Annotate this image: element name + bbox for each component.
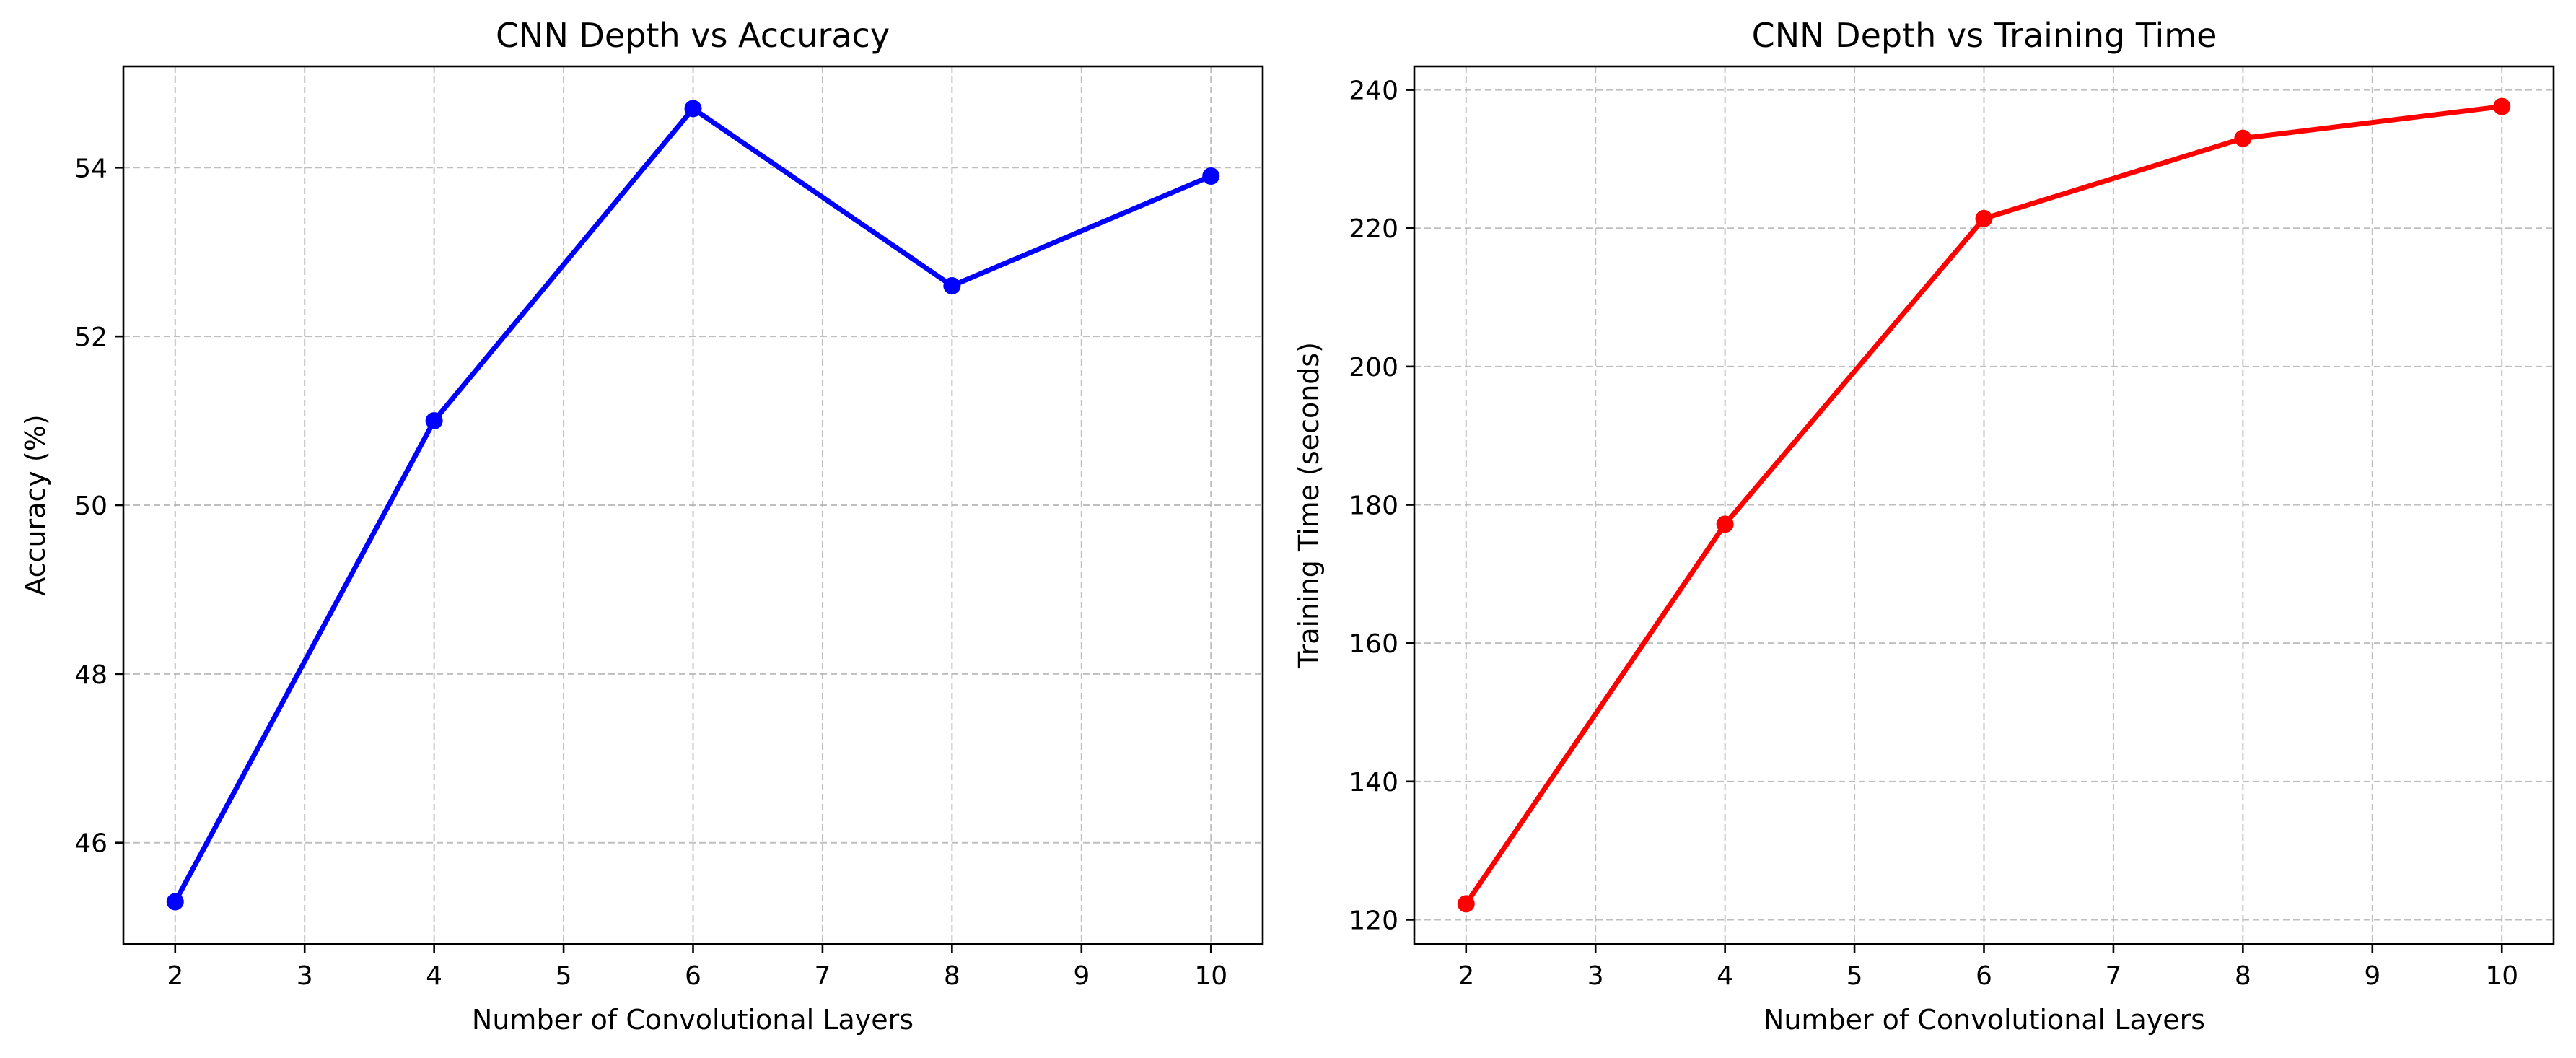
plot-frame (1413, 65, 2555, 945)
x-tick-label: 10 (1194, 961, 1227, 991)
y-tick-label: 52 (74, 323, 108, 352)
x-tick-label: 4 (1717, 961, 1733, 991)
y-tick-label: 160 (1349, 629, 1398, 659)
plot-frame (122, 65, 1264, 945)
data-point (1457, 895, 1475, 913)
data-point (684, 100, 702, 118)
data-point (2234, 129, 2252, 147)
x-tick-label: 7 (814, 961, 831, 991)
data-point (1202, 167, 1220, 185)
x-tick-label: 6 (685, 961, 701, 991)
x-tick-label: 6 (1976, 961, 1992, 991)
data-point (1975, 209, 1993, 227)
data-point (1716, 515, 1734, 533)
x-tick-label: 4 (426, 961, 442, 991)
data-point (166, 893, 184, 911)
x-tick-label: 8 (944, 961, 960, 991)
x-tick-label: 2 (167, 961, 183, 991)
y-tick-label: 220 (1349, 214, 1398, 244)
y-axis-label: Training Time (seconds) (1293, 342, 1325, 669)
ticks: 2 3 4 5 6 7 8 9 10 46 48 50 52 54 (74, 154, 1227, 991)
y-tick-label: 48 (74, 660, 108, 690)
y-tick-label: 180 (1349, 491, 1398, 521)
y-axis-label: Accuracy (%) (19, 414, 51, 595)
y-tick-label: 50 (74, 491, 108, 521)
x-axis-label: Number of Convolutional Layers (1764, 1004, 2205, 1036)
chart-title: CNN Depth vs Training Time (1752, 16, 2217, 55)
data-point (425, 412, 443, 430)
x-tick-label: 5 (556, 961, 572, 991)
x-tick-label: 2 (1458, 961, 1474, 991)
x-tick-label: 5 (1846, 961, 1863, 991)
y-tick-label: 140 (1349, 768, 1398, 797)
x-tick-label: 7 (2105, 961, 2121, 991)
training-time-chart: CNN Depth vs Training Time Number of Con… (1293, 16, 2555, 1036)
x-tick-label: 9 (1073, 961, 1090, 991)
y-tick-label: 240 (1349, 76, 1398, 106)
accuracy-chart: CNN Depth vs Accuracy Number of Convolut… (19, 16, 1264, 1036)
series (1457, 97, 2511, 913)
x-tick-label: 3 (1587, 961, 1604, 991)
chart-title: CNN Depth vs Accuracy (496, 16, 890, 55)
y-tick-label: 200 (1349, 353, 1398, 382)
x-tick-label: 8 (2235, 961, 2251, 991)
x-tick-label: 3 (297, 961, 313, 991)
y-tick-label: 54 (74, 154, 108, 183)
x-axis-label: Number of Convolutional Layers (472, 1004, 914, 1036)
y-tick-label: 120 (1349, 906, 1398, 935)
data-point (2493, 97, 2511, 115)
x-tick-label: 9 (2364, 961, 2380, 991)
grid (123, 66, 1263, 944)
data-point (943, 277, 961, 294)
y-tick-label: 46 (74, 829, 108, 859)
series (166, 100, 1220, 911)
ticks: 2 3 4 5 6 7 8 9 10 120 140 160 180 200 220 240 (1349, 76, 2518, 991)
x-tick-label: 10 (2485, 961, 2518, 991)
